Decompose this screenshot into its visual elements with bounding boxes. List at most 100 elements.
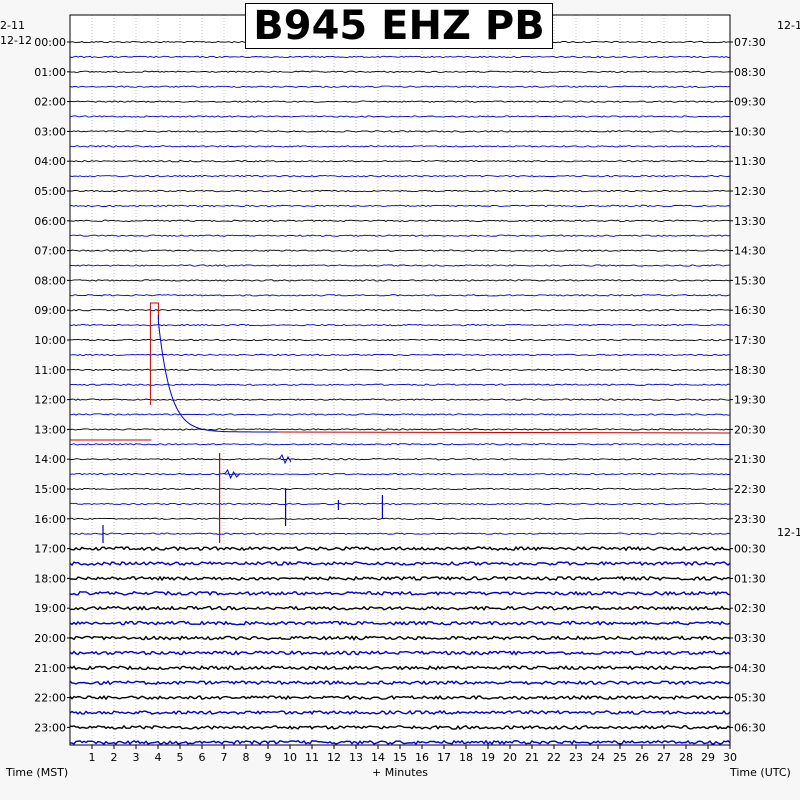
left-start-date: 12-12 — [0, 34, 32, 47]
trace-line — [69, 383, 731, 386]
red-trace — [278, 431, 731, 434]
left-time-label: 17:00 — [34, 543, 66, 556]
trace-line — [69, 635, 731, 641]
trace-line — [69, 85, 731, 88]
right-time-label: 19:30 — [734, 394, 766, 407]
trace-line — [69, 398, 731, 401]
left-time-label: 09:00 — [34, 304, 66, 317]
trace-line — [69, 70, 731, 73]
trace-line — [69, 100, 731, 103]
trace-line — [69, 323, 731, 327]
left-time-label: 23:00 — [34, 721, 66, 734]
x-tick-label: 9 — [265, 751, 272, 764]
right-mid-date: 12-1 — [777, 526, 800, 539]
left-time-label: 22:00 — [34, 692, 66, 705]
x-tick-label: 5 — [177, 751, 184, 764]
x-tick-label: 21 — [525, 751, 539, 764]
x-tick-label: 3 — [133, 751, 140, 764]
trace-line — [69, 545, 731, 552]
trace-line — [69, 620, 731, 626]
trace-line — [69, 472, 731, 476]
right-time-label: 06:30 — [734, 721, 766, 734]
x-tick-label: 11 — [305, 751, 319, 764]
trace-line — [69, 694, 731, 701]
x-tick-label: 19 — [481, 751, 495, 764]
right-axis-label: Time (UTC) — [730, 766, 791, 779]
trace-line — [69, 115, 731, 118]
left-time-label: 11:00 — [34, 364, 66, 377]
x-tick-label: 7 — [221, 751, 228, 764]
x-tick-label: 4 — [155, 751, 162, 764]
corner-right-date: 12-1 — [777, 19, 800, 32]
trace-line — [69, 353, 731, 357]
left-time-label: 18:00 — [34, 572, 66, 585]
x-tick-label: 17 — [437, 751, 451, 764]
trace-line — [69, 665, 731, 671]
x-tick-label: 24 — [591, 751, 605, 764]
trace-line — [69, 724, 731, 730]
x-tick-label: 25 — [613, 751, 627, 764]
chart-title: B945 EHZ PB — [245, 3, 553, 49]
right-time-label: 16:30 — [734, 304, 766, 317]
right-time-label: 08:30 — [734, 66, 766, 79]
x-tick-label: 30 — [723, 751, 737, 764]
plot-area — [70, 15, 730, 745]
left-time-label: 21:00 — [34, 662, 66, 675]
right-time-label: 00:30 — [734, 543, 766, 556]
x-tick-label: 15 — [393, 751, 407, 764]
left-time-label: 00:00 — [34, 36, 66, 49]
trace-line — [69, 174, 731, 178]
right-time-label: 01:30 — [734, 572, 766, 585]
trace-line — [69, 739, 731, 745]
left-time-label: 15:00 — [34, 483, 66, 496]
burst — [278, 453, 292, 465]
right-time-label: 23:30 — [734, 513, 766, 526]
trace-line — [69, 189, 731, 193]
decay-curve — [157, 315, 279, 433]
x-tick-label: 27 — [657, 751, 671, 764]
right-time-label: 17:30 — [734, 334, 766, 347]
trace-line — [69, 487, 731, 491]
trace-line — [69, 650, 731, 656]
x-tick-label: 23 — [569, 751, 583, 764]
right-time-label: 20:30 — [734, 423, 766, 436]
trace-line — [69, 709, 731, 716]
x-tick-label: 8 — [243, 751, 250, 764]
right-time-label: 10:30 — [734, 125, 766, 138]
x-tick-label: 6 — [199, 751, 206, 764]
trace-line — [69, 130, 731, 133]
trace-line — [70, 264, 731, 267]
trace-line — [69, 428, 731, 431]
left-time-label: 03:00 — [34, 125, 66, 138]
trace-line — [69, 368, 731, 371]
trace-line — [69, 55, 731, 59]
corner-left-date: 2-11 — [0, 19, 25, 32]
right-time-label: 03:30 — [734, 632, 766, 645]
left-time-label: 01:00 — [34, 66, 66, 79]
x-tick-label: 2 — [111, 751, 118, 764]
right-time-label: 21:30 — [734, 453, 766, 466]
right-time-label: 22:30 — [734, 483, 766, 496]
left-time-label: 08:00 — [34, 274, 66, 287]
trace-line — [69, 605, 731, 611]
left-time-label: 02:00 — [34, 96, 66, 109]
trace-line — [69, 590, 731, 597]
left-time-label: 14:00 — [34, 453, 66, 466]
trace-line — [69, 249, 731, 252]
left-time-label: 12:00 — [34, 394, 66, 407]
right-time-label: 09:30 — [734, 96, 766, 109]
right-time-label: 05:30 — [734, 692, 766, 705]
left-axis-label: Time (MST) — [6, 766, 69, 779]
x-axis-label: + Minutes — [372, 766, 429, 779]
trace-line — [69, 338, 731, 342]
trace-line — [69, 502, 731, 506]
trace-line — [69, 309, 731, 312]
trace-line — [69, 294, 731, 297]
x-tick-label: 13 — [349, 751, 363, 764]
trace-line — [69, 532, 731, 535]
burst — [224, 468, 240, 480]
left-time-label: 04:00 — [34, 155, 66, 168]
trace-line — [69, 680, 731, 686]
right-time-label: 15:30 — [734, 274, 766, 287]
trace-line — [69, 517, 731, 520]
